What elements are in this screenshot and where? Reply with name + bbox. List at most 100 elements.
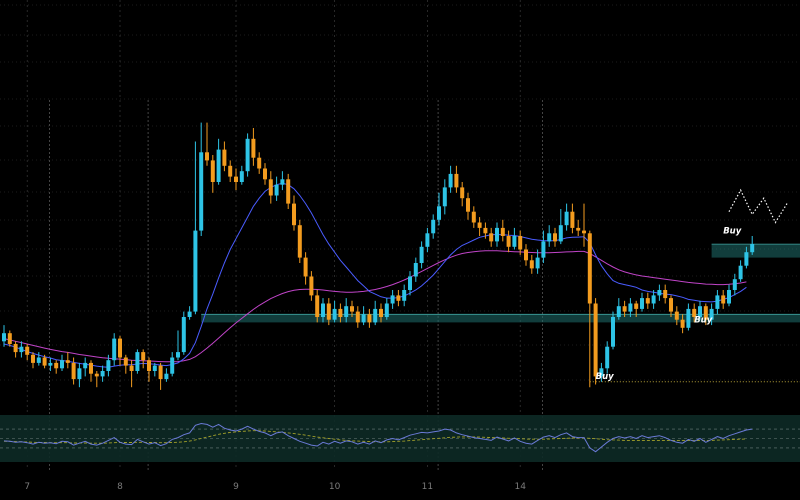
candle[interactable] — [321, 298, 325, 323]
candle[interactable] — [332, 300, 337, 323]
candle[interactable] — [524, 244, 528, 266]
candle[interactable] — [123, 354, 128, 374]
candle[interactable] — [529, 254, 534, 274]
candle[interactable] — [587, 230, 592, 388]
candle[interactable] — [100, 365, 105, 382]
candle[interactable] — [466, 192, 470, 220]
candle[interactable] — [19, 341, 24, 358]
candle[interactable] — [402, 284, 407, 307]
candle[interactable] — [547, 225, 552, 247]
candle[interactable] — [292, 195, 296, 231]
candle[interactable] — [408, 271, 412, 296]
candle[interactable] — [611, 311, 615, 350]
candle[interactable] — [355, 306, 360, 328]
candle[interactable] — [94, 371, 99, 388]
candle[interactable] — [413, 257, 418, 282]
candle[interactable] — [7, 330, 12, 347]
candle[interactable] — [657, 284, 662, 301]
candle[interactable] — [326, 298, 331, 326]
candle[interactable] — [164, 368, 169, 382]
candle[interactable] — [674, 306, 679, 326]
candle[interactable] — [645, 292, 650, 309]
candle[interactable] — [83, 357, 88, 377]
candle[interactable] — [89, 360, 93, 382]
candle[interactable] — [234, 168, 238, 191]
candle[interactable] — [280, 171, 285, 191]
candle[interactable] — [663, 284, 668, 304]
candle[interactable] — [13, 341, 18, 358]
candle[interactable] — [147, 357, 151, 382]
candle[interactable] — [71, 357, 76, 385]
candle[interactable] — [257, 152, 262, 174]
candle[interactable] — [692, 303, 697, 323]
candle[interactable] — [541, 230, 546, 263]
candle[interactable] — [60, 354, 64, 371]
candle[interactable] — [239, 165, 244, 185]
candle[interactable] — [500, 219, 505, 242]
candle[interactable] — [106, 354, 111, 377]
candle[interactable] — [686, 303, 691, 331]
candle[interactable] — [361, 306, 366, 326]
candle[interactable] — [727, 284, 731, 307]
candle[interactable] — [222, 141, 227, 172]
candle[interactable] — [558, 209, 563, 245]
candle[interactable] — [135, 349, 140, 374]
candle[interactable] — [698, 300, 702, 320]
candle[interactable] — [553, 227, 557, 247]
candle[interactable] — [297, 219, 302, 263]
candle[interactable] — [651, 290, 656, 309]
candle[interactable] — [181, 311, 186, 355]
candle[interactable] — [36, 352, 41, 366]
candle[interactable] — [454, 165, 459, 193]
candle[interactable] — [158, 362, 163, 390]
candle[interactable] — [309, 271, 314, 301]
candle[interactable] — [477, 217, 482, 236]
candle[interactable] — [744, 246, 749, 269]
candle[interactable] — [732, 273, 737, 296]
candle[interactable] — [419, 241, 424, 269]
candle[interactable] — [170, 352, 175, 377]
candle[interactable] — [112, 333, 117, 366]
candle[interactable] — [350, 300, 354, 317]
candle[interactable] — [187, 306, 192, 320]
candle[interactable] — [54, 360, 59, 374]
candle[interactable] — [251, 128, 256, 166]
candle[interactable] — [599, 362, 604, 382]
candle[interactable] — [605, 341, 610, 374]
candle[interactable] — [367, 308, 372, 328]
candle[interactable] — [437, 192, 441, 226]
candle[interactable] — [274, 176, 279, 201]
candle[interactable] — [384, 298, 389, 320]
candle[interactable] — [495, 222, 499, 247]
candle[interactable] — [176, 330, 180, 361]
candle[interactable] — [390, 290, 395, 309]
candle[interactable] — [715, 290, 720, 315]
candle[interactable] — [25, 344, 30, 361]
candle[interactable] — [489, 227, 494, 247]
candle[interactable] — [593, 298, 598, 385]
candle[interactable] — [460, 182, 465, 207]
candle[interactable] — [118, 335, 122, 366]
candle[interactable] — [379, 303, 383, 323]
candle[interactable] — [709, 303, 714, 326]
candle[interactable] — [622, 300, 627, 317]
candle[interactable] — [303, 252, 308, 285]
candle[interactable] — [564, 203, 569, 231]
candle[interactable] — [373, 300, 378, 326]
candle[interactable] — [425, 227, 430, 253]
candle[interactable] — [616, 298, 621, 320]
candle[interactable] — [216, 138, 221, 185]
candle[interactable] — [193, 141, 198, 315]
candle[interactable] — [48, 357, 53, 372]
candle[interactable] — [152, 362, 157, 377]
candle[interactable] — [669, 295, 673, 317]
candle[interactable] — [680, 314, 685, 334]
candle[interactable] — [448, 165, 453, 193]
candle[interactable] — [141, 349, 146, 369]
candle[interactable] — [77, 362, 82, 388]
candle[interactable] — [245, 133, 250, 177]
candle[interactable] — [129, 360, 134, 388]
candle[interactable] — [338, 303, 343, 323]
candle[interactable] — [344, 298, 349, 323]
